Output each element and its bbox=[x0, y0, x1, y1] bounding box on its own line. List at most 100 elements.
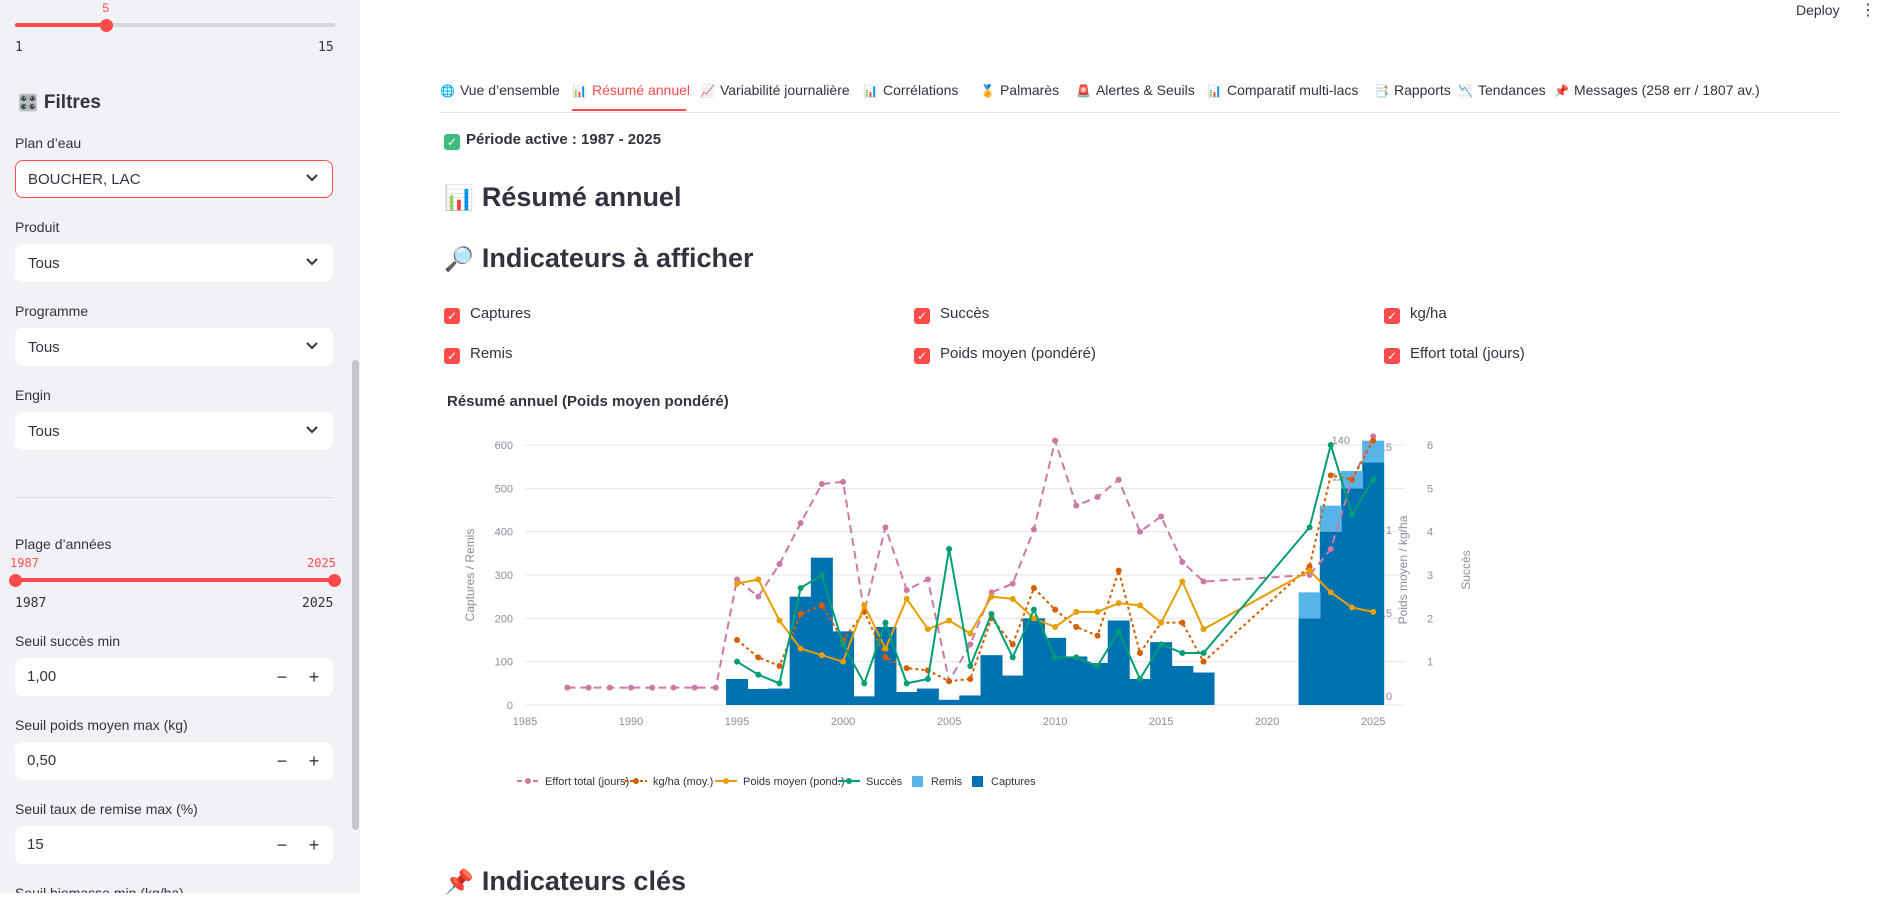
tab-comparatif[interactable]: 📊 Comparatif multi-lacs bbox=[1207, 82, 1358, 98]
siren-icon: 🚨 bbox=[1076, 84, 1091, 98]
poids-point bbox=[1179, 578, 1186, 585]
sidebar-scrollbar[interactable] bbox=[352, 360, 359, 830]
effort-point bbox=[585, 684, 592, 691]
bar-captures bbox=[874, 627, 897, 705]
indicators-heading: 🔎 Indicateurs à afficher bbox=[444, 243, 754, 274]
succes-point bbox=[1009, 654, 1016, 661]
bar-chart-icon: 📊 bbox=[444, 185, 474, 212]
succes-point bbox=[755, 671, 762, 678]
kgha-point bbox=[734, 637, 741, 643]
key-indicators-heading: 📌 Indicateurs clés bbox=[444, 866, 686, 897]
seuil-remise-decrement[interactable]: − bbox=[276, 835, 288, 855]
effort-point bbox=[564, 684, 571, 691]
seuil-succes-increment[interactable]: + bbox=[308, 667, 320, 687]
checkbox-checked-icon: ✓ bbox=[444, 308, 460, 324]
seuil-poids-decrement[interactable]: − bbox=[276, 751, 288, 771]
checkbox-effort-total[interactable]: ✓ Effort total (jours) bbox=[1384, 345, 1525, 364]
checkbox-poids-moyen[interactable]: ✓ Poids moyen (pondéré) bbox=[914, 345, 1096, 364]
x-tick-label: 2010 bbox=[1043, 716, 1067, 728]
y-tick-label: 200 bbox=[495, 613, 513, 625]
kgha-point bbox=[967, 676, 974, 682]
effort-point bbox=[903, 587, 910, 594]
bar-captures bbox=[1128, 679, 1151, 705]
checkbox-label: Remis bbox=[470, 345, 513, 362]
annual-summary-chart[interactable]: 0 100 200 300 400 500 600 1985 1990 1995 2000 2005 2… bbox=[440, 420, 1740, 840]
page-title-text: Résumé annuel bbox=[481, 182, 682, 212]
bar-captures bbox=[980, 655, 1003, 705]
poids-point bbox=[1052, 624, 1059, 630]
x-tick-label: 2020 bbox=[1255, 716, 1279, 728]
top-slider-thumb[interactable] bbox=[100, 19, 114, 32]
effort-point bbox=[628, 684, 635, 691]
tab-label: Palmarès bbox=[999, 82, 1060, 98]
top-slider-track[interactable] bbox=[15, 23, 335, 27]
poids-point bbox=[1073, 608, 1080, 615]
tab-label: Variabilité journalière bbox=[719, 82, 850, 98]
succes-point bbox=[734, 658, 741, 665]
succes-tick-label: 4 bbox=[1427, 527, 1433, 539]
legend-swatch-point bbox=[723, 778, 729, 784]
tab-palmares[interactable]: 🏅 Palmarès bbox=[980, 82, 1059, 98]
succes-point bbox=[924, 676, 931, 682]
effort-point bbox=[755, 593, 762, 600]
engin-select[interactable]: Tous bbox=[15, 412, 333, 450]
pin-icon: 📌 bbox=[444, 869, 474, 896]
tab-correlations[interactable]: 📊 Corrélations bbox=[863, 82, 958, 98]
deploy-button[interactable]: Deploy bbox=[1796, 2, 1840, 18]
years-slider-thumb-high[interactable] bbox=[328, 574, 341, 587]
engin-label: Engin bbox=[15, 387, 51, 403]
active-tab-indicator bbox=[572, 109, 686, 111]
tab-tendances[interactable]: 📉 Tendances bbox=[1458, 82, 1546, 98]
kgha-point bbox=[1200, 658, 1207, 665]
succes-point bbox=[861, 680, 868, 687]
tab-resume-annuel[interactable]: 📊 Résumé annuel bbox=[572, 82, 690, 98]
x-tick-label: 2025 bbox=[1361, 716, 1385, 728]
tab-label: Résumé annuel bbox=[591, 82, 691, 98]
poids-point bbox=[840, 658, 847, 665]
bar-captures bbox=[1298, 618, 1321, 705]
kgha-point bbox=[755, 654, 762, 661]
effort-point bbox=[691, 684, 698, 691]
effort-point bbox=[882, 524, 889, 531]
years-slider-fill[interactable] bbox=[15, 578, 335, 582]
bar-captures bbox=[916, 688, 939, 705]
top-slider-value: 5 bbox=[102, 1, 110, 15]
poids-point bbox=[1348, 604, 1355, 611]
succes-axis-label: Succès bbox=[1459, 550, 1473, 589]
plan-eau-select[interactable]: BOUCHER, LAC bbox=[15, 160, 333, 198]
tab-variabilite[interactable]: 📈 Variabilité journalière bbox=[700, 82, 850, 98]
seuil-remise-increment[interactable]: + bbox=[308, 835, 320, 855]
checkbox-kgha[interactable]: ✓ kg/ha bbox=[1384, 305, 1447, 324]
chevron-down-icon bbox=[306, 174, 318, 182]
tab-messages[interactable]: 📌 Messages (258 err / 1807 av.) bbox=[1554, 82, 1760, 98]
produit-select[interactable]: Tous bbox=[15, 244, 333, 282]
seuil-succes-input[interactable]: 1,00 − + bbox=[15, 658, 333, 696]
programme-select[interactable]: Tous bbox=[15, 328, 333, 366]
main-menu-icon[interactable]: ⋮ bbox=[1860, 2, 1876, 19]
succes-point bbox=[818, 572, 825, 578]
tab-alertes[interactable]: 🚨 Alertes & Seuils bbox=[1076, 82, 1195, 98]
key-indicators-heading-text: Indicateurs clés bbox=[481, 866, 686, 896]
bar-captures bbox=[1022, 618, 1045, 705]
bar-captures bbox=[1340, 488, 1363, 705]
checkbox-captures[interactable]: ✓ Captures bbox=[444, 305, 531, 324]
checkbox-succes[interactable]: ✓ Succès bbox=[914, 305, 989, 324]
kgha-point bbox=[1052, 606, 1059, 613]
effort-point bbox=[1327, 546, 1334, 552]
tab-rapports[interactable]: 📑 Rapports bbox=[1374, 82, 1451, 98]
years-slider-thumb-low[interactable] bbox=[9, 574, 22, 587]
kgha-point bbox=[946, 678, 953, 685]
seuil-succes-decrement[interactable]: − bbox=[276, 667, 288, 687]
seuil-poids-label: Seuil poids moyen max (kg) bbox=[15, 717, 188, 733]
seuil-remise-input[interactable]: 15 − + bbox=[15, 826, 333, 864]
seuil-succes-label: Seuil succès min bbox=[15, 633, 121, 649]
legend-label: kg/ha (moy.) bbox=[653, 776, 713, 788]
y-tick-label: 400 bbox=[495, 527, 513, 539]
bar-captures bbox=[1171, 666, 1194, 705]
succes-point bbox=[797, 585, 804, 591]
seuil-poids-increment[interactable]: + bbox=[308, 751, 320, 771]
kgha-point bbox=[882, 654, 889, 661]
checkbox-remis[interactable]: ✓ Remis bbox=[444, 345, 513, 364]
tab-vue-ensemble[interactable]: 🌐 Vue d’ensemble bbox=[440, 82, 560, 98]
seuil-poids-input[interactable]: 0,50 − + bbox=[15, 742, 333, 780]
